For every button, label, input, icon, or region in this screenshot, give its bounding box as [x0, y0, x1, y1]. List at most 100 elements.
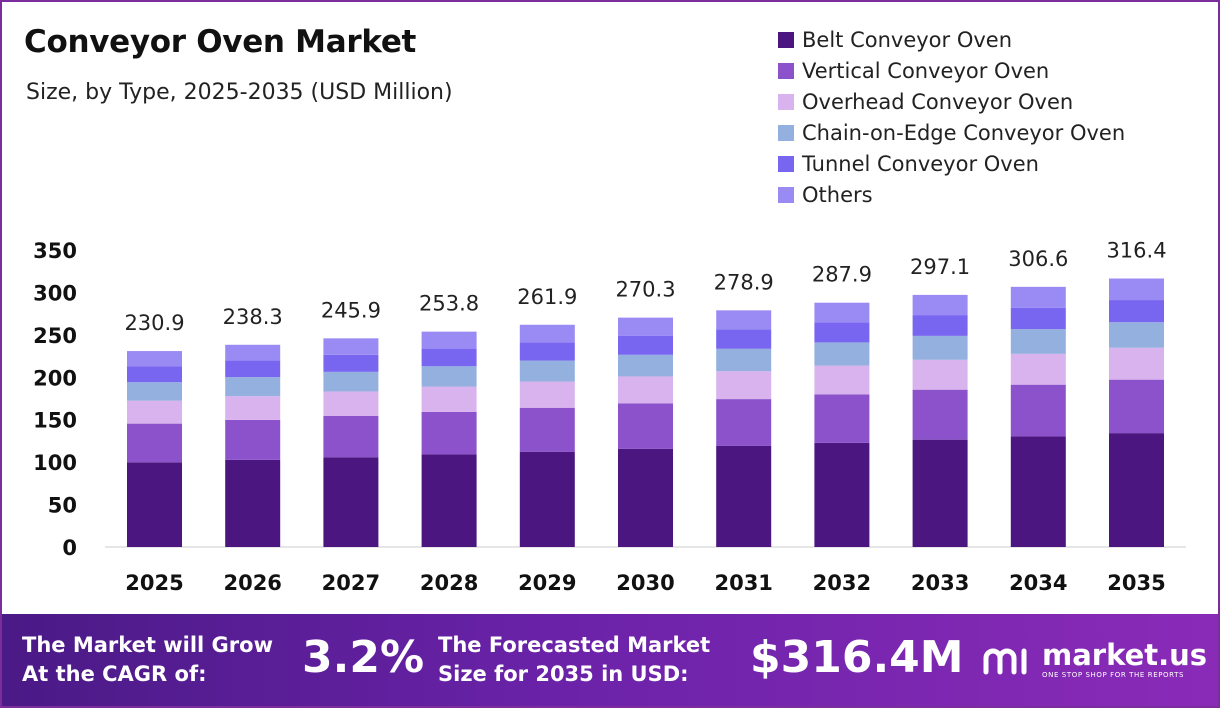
bar-total-label: 245.9 [321, 298, 381, 322]
x-tick-label: 2031 [714, 571, 772, 595]
chart-subtitle: Size, by Type, 2025-2035 (USD Million) [26, 80, 453, 105]
x-tick-label: 2032 [813, 571, 871, 595]
x-tick-label: 2034 [1009, 571, 1067, 595]
bar-segment-2027 [323, 338, 379, 355]
y-tick-label: 50 [48, 494, 77, 518]
bar-segment-2026 [225, 360, 281, 378]
bar-segment-2029 [519, 324, 575, 343]
legend-swatch [778, 93, 794, 110]
bar-segment-2025 [127, 423, 182, 463]
legend-swatch [778, 62, 794, 79]
legend-swatch [778, 124, 794, 141]
bar-segment-2026 [225, 344, 281, 361]
forecast-label: The Forecasted Market Size for 2035 in U… [438, 631, 710, 689]
bar-segment-2032 [814, 365, 870, 395]
bar-segment-2029 [519, 342, 575, 361]
brand-text: market.us ONE STOP SHOP FOR THE REPORTS [1042, 640, 1207, 679]
bar-segment-2035 [1109, 300, 1164, 323]
bar-segment-2032 [814, 342, 870, 366]
bar-segment-2028 [421, 411, 477, 455]
bar-total-label: 316.4 [1106, 239, 1166, 263]
bar-segment-2026 [225, 396, 281, 420]
x-tick-label: 2035 [1107, 571, 1165, 595]
legend-item-tunnel: Tunnel Conveyor Oven [778, 148, 1125, 179]
y-tick-label: 300 [33, 281, 77, 305]
cagr-label-line1: The Market will Grow [22, 633, 273, 657]
y-tick-label: 150 [33, 409, 77, 433]
bar-segment-2030 [618, 354, 673, 377]
bar-segment-2030 [618, 335, 673, 355]
x-tick-label: 2029 [518, 571, 576, 595]
bar-segment-2033 [912, 439, 968, 547]
bar-segment-2027 [323, 457, 379, 547]
legend-item-others: Others [778, 179, 1125, 210]
bar-segment-2031 [716, 445, 772, 547]
bar-segment-2028 [421, 366, 477, 387]
legend-swatch [778, 186, 794, 203]
legend: Belt Conveyor Oven Vertical Conveyor Ove… [778, 24, 1125, 210]
bar-segment-2035 [1109, 433, 1164, 547]
bar-segment-2035 [1109, 322, 1164, 348]
brand-logo[interactable]: market.us ONE STOP SHOP FOR THE REPORTS [980, 640, 1207, 679]
bar-total-label: 270.3 [615, 278, 675, 302]
stacked-bar-chart: 0 50 100 150 200 250 300 350 230.9 2025 238.3 2026 2… [33, 239, 1186, 595]
bar-segment-2028 [421, 348, 477, 367]
bar-segment-2031 [716, 399, 772, 446]
x-tick-label: 2033 [911, 571, 969, 595]
bar-segment-2027 [323, 391, 379, 416]
bar-total-label: 253.8 [419, 292, 479, 316]
bar-segment-2025 [127, 400, 182, 424]
bar-segment-2033 [912, 335, 968, 360]
bar-segment-2032 [814, 442, 870, 547]
cagr-value: 3.2% [302, 632, 425, 683]
cagr-label: The Market will Grow At the CAGR of: [22, 631, 273, 689]
bar-segment-2026 [225, 419, 281, 460]
bar-segment-2028 [421, 454, 477, 547]
bar-segment-2025 [127, 462, 182, 547]
x-tick-label: 2028 [420, 571, 478, 595]
y-tick-label: 200 [33, 366, 77, 390]
bar-segment-2029 [519, 407, 575, 452]
bar-segment-2033 [912, 389, 968, 440]
bar-segment-2034 [1010, 353, 1066, 385]
bar-segment-2033 [912, 359, 968, 390]
x-tick-label: 2025 [125, 571, 183, 595]
legend-item-vertical: Vertical Conveyor Oven [778, 55, 1125, 86]
bar-segment-2034 [1010, 384, 1066, 437]
bar-segment-2025 [127, 366, 182, 383]
brand-name: market.us [1042, 638, 1208, 672]
bar-segment-2031 [716, 310, 772, 330]
y-tick-label: 350 [33, 239, 77, 263]
bar-total-label: 306.6 [1008, 247, 1068, 271]
bar-segment-2025 [127, 382, 182, 401]
bar-segment-2032 [814, 394, 870, 443]
bar-segment-2029 [519, 381, 575, 408]
forecast-label-line2: Size for 2035 in USD: [438, 662, 689, 686]
bar-segment-2030 [618, 317, 673, 336]
bar-total-label: 297.1 [910, 255, 970, 279]
bar-segment-2031 [716, 348, 772, 372]
bar-segment-2031 [716, 371, 772, 400]
bar-segment-2026 [225, 377, 281, 397]
legend-label: Chain-on-Edge Conveyor Oven [802, 120, 1126, 145]
bar-segment-2035 [1109, 347, 1164, 380]
bar-segment-2026 [225, 459, 281, 547]
legend-item-belt: Belt Conveyor Oven [778, 24, 1125, 55]
chart-title: Conveyor Oven Market [24, 24, 417, 60]
brand-tagline: ONE STOP SHOP FOR THE REPORTS [1042, 671, 1185, 679]
bar-segment-2035 [1109, 278, 1164, 301]
bar-segment-2031 [716, 329, 772, 349]
legend-item-overhead: Overhead Conveyor Oven [778, 86, 1125, 117]
legend-swatch [778, 31, 794, 48]
bar-segment-2034 [1010, 307, 1066, 330]
bar-segment-2025 [127, 351, 182, 367]
bar-total-label: 261.9 [517, 285, 577, 309]
y-tick-label: 100 [33, 451, 77, 475]
bar-segment-2032 [814, 322, 870, 343]
cagr-label-line2: At the CAGR of: [22, 662, 207, 686]
forecast-value: $316.4M [750, 632, 964, 683]
footer-banner: The Market will Grow At the CAGR of: 3.2… [2, 614, 1218, 706]
x-tick-label: 2027 [322, 571, 380, 595]
bar-segment-2027 [323, 415, 379, 458]
legend-item-chain-on-edge: Chain-on-Edge Conveyor Oven [778, 117, 1125, 148]
